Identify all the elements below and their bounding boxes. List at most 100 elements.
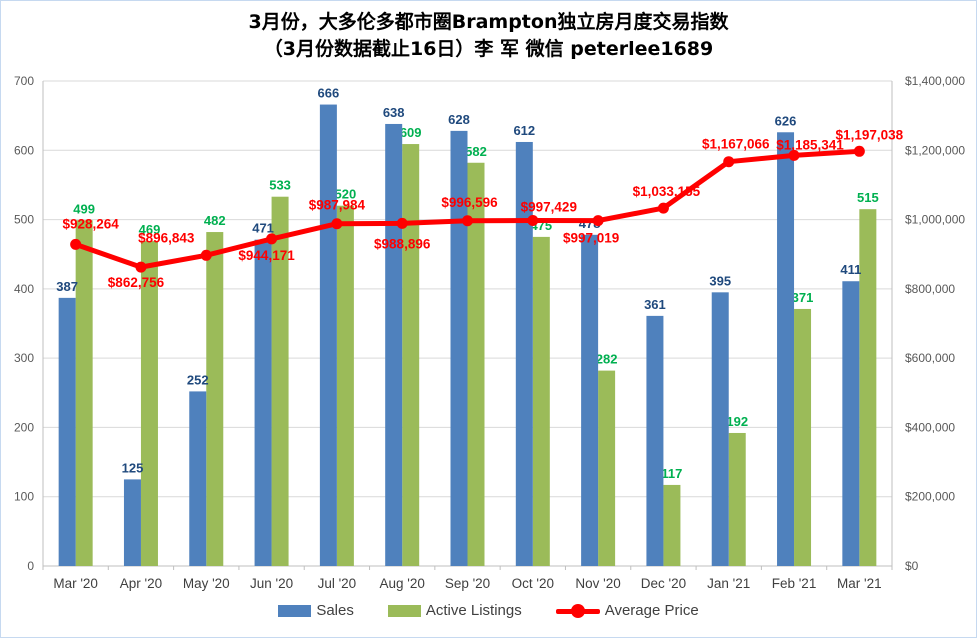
sales-bar xyxy=(189,391,207,566)
left-axis-tick-label: 0 xyxy=(27,559,34,573)
right-axis-tick-label: $0 xyxy=(905,559,919,573)
average-price-label: $988,896 xyxy=(374,236,431,251)
sales-value-label: 628 xyxy=(448,112,470,127)
active-listings-bar xyxy=(271,196,289,566)
chart-title-line1: 3月份，大多伦多都市圈Brampton独立房月度交易指数 xyxy=(248,11,729,33)
sales-bar xyxy=(581,234,599,567)
left-axis-tick-label: 700 xyxy=(14,74,34,88)
category-label: May '20 xyxy=(183,576,230,591)
active-listings-bar xyxy=(728,432,746,566)
sales-value-label: 638 xyxy=(383,105,405,120)
average-price-point xyxy=(331,218,343,230)
legend-item-sales: Sales xyxy=(278,602,354,619)
sales-value-label: 626 xyxy=(775,113,797,128)
average-price-marker-icon xyxy=(555,603,600,618)
average-price-point xyxy=(135,261,147,273)
category-label: Mar '21 xyxy=(837,576,882,591)
left-axis-tick-label: 500 xyxy=(14,213,34,227)
left-axis-tick-label: 600 xyxy=(14,143,34,157)
legend: Sales Active Listings Average Price xyxy=(1,602,976,619)
legend-label-average-price: Average Price xyxy=(604,602,699,619)
active-value-label: 192 xyxy=(726,414,748,429)
average-price-point xyxy=(657,202,669,214)
average-price-label: $928,264 xyxy=(62,216,119,231)
active-value-label: 499 xyxy=(73,201,95,216)
average-price-point xyxy=(592,215,604,227)
sales-bar xyxy=(319,104,337,567)
category-label: Jul '20 xyxy=(318,576,357,591)
category-label: Aug '20 xyxy=(380,576,425,591)
sales-bar xyxy=(58,297,76,566)
active-listings-bar xyxy=(402,144,420,567)
combo-chart: 0 100 200 300 400 500 600 700 $0 $200,000 $400,000… xyxy=(14,74,965,591)
average-price-point xyxy=(396,217,408,229)
sales-bar xyxy=(450,130,468,566)
average-price-label: $1,185,341 xyxy=(776,137,844,152)
active-listings-bar xyxy=(336,205,354,566)
sales-value-label: 252 xyxy=(187,372,209,387)
average-price-label: $996,596 xyxy=(441,195,498,210)
sales-swatch-icon xyxy=(278,604,312,617)
chart-title: 3月份，大多伦多都市圈Brampton独立房月度交易指数 （3月份数据截止16日… xyxy=(1,9,976,63)
category-label: Feb '21 xyxy=(772,576,817,591)
average-price-label: $1,033,155 xyxy=(633,184,701,199)
average-price-point xyxy=(853,145,865,157)
category-label: Jun '20 xyxy=(250,576,293,591)
active-listings-bar xyxy=(532,236,550,566)
category-label: Jan '21 xyxy=(707,576,750,591)
active-value-label: 469 xyxy=(139,222,161,237)
active-listings-bar xyxy=(859,209,877,566)
right-axis-tick-label: $200,000 xyxy=(905,490,955,504)
right-axis-tick-label: $1,200,000 xyxy=(905,143,965,157)
sales-value-label: 395 xyxy=(709,273,731,288)
active-value-label: 582 xyxy=(465,144,487,159)
sales-value-label: 387 xyxy=(56,279,78,294)
left-axis-tick-label: 200 xyxy=(14,420,34,434)
average-price-point xyxy=(200,249,212,261)
left-axis-tick-label: 300 xyxy=(14,351,34,365)
average-price-label: $896,843 xyxy=(138,230,195,245)
legend-item-active-listings: Active Listings xyxy=(387,602,522,619)
average-price-point xyxy=(266,233,278,245)
chart-title-line2: （3月份数据截止16日）李 军 微信 peterlee1689 xyxy=(263,38,714,60)
sales-value-label: 471 xyxy=(252,221,274,236)
right-axis-tick-label: $600,000 xyxy=(905,351,955,365)
right-axis-tick-label: $1,000,000 xyxy=(905,213,965,227)
active-listings-swatch-icon xyxy=(387,604,421,617)
sales-bar xyxy=(515,141,533,566)
average-price-label: $1,197,038 xyxy=(836,127,904,142)
active-value-label: 520 xyxy=(335,187,357,202)
sales-value-label: 125 xyxy=(122,460,144,475)
category-label: Apr '20 xyxy=(120,576,162,591)
legend-label-active-listings: Active Listings xyxy=(425,602,522,619)
sales-bar xyxy=(777,132,795,566)
average-price-label: $997,019 xyxy=(563,231,619,246)
active-value-label: 533 xyxy=(269,178,291,193)
average-price-label: $987,984 xyxy=(309,198,366,213)
active-listings-bar xyxy=(206,232,224,567)
category-label: Mar '20 xyxy=(53,576,98,591)
sales-value-label: 361 xyxy=(644,297,666,312)
sales-bar xyxy=(254,239,272,566)
active-listings-bar xyxy=(467,162,485,566)
legend-label-sales: Sales xyxy=(316,602,354,619)
sales-bar xyxy=(123,479,141,566)
left-axis-tick-label: 400 xyxy=(14,282,34,296)
right-axis-tick-label: $1,400,000 xyxy=(905,74,965,88)
sales-bar xyxy=(646,315,664,566)
sales-bar xyxy=(711,292,729,566)
sales-bar xyxy=(842,281,860,566)
active-value-label: 482 xyxy=(204,213,226,228)
active-value-label: 371 xyxy=(792,290,814,305)
active-listings-bar xyxy=(794,308,812,566)
average-price-point xyxy=(788,149,800,161)
legend-item-average-price: Average Price xyxy=(555,602,699,619)
sales-value-label: 666 xyxy=(318,86,340,101)
category-label: Dec '20 xyxy=(641,576,686,591)
active-value-label: 282 xyxy=(596,352,618,367)
average-price-label: $1,167,066 xyxy=(702,137,770,152)
category-label: Oct '20 xyxy=(512,576,554,591)
sales-bar xyxy=(385,123,403,566)
active-listings-bar xyxy=(663,484,681,566)
left-axis-tick-label: 100 xyxy=(14,490,34,504)
